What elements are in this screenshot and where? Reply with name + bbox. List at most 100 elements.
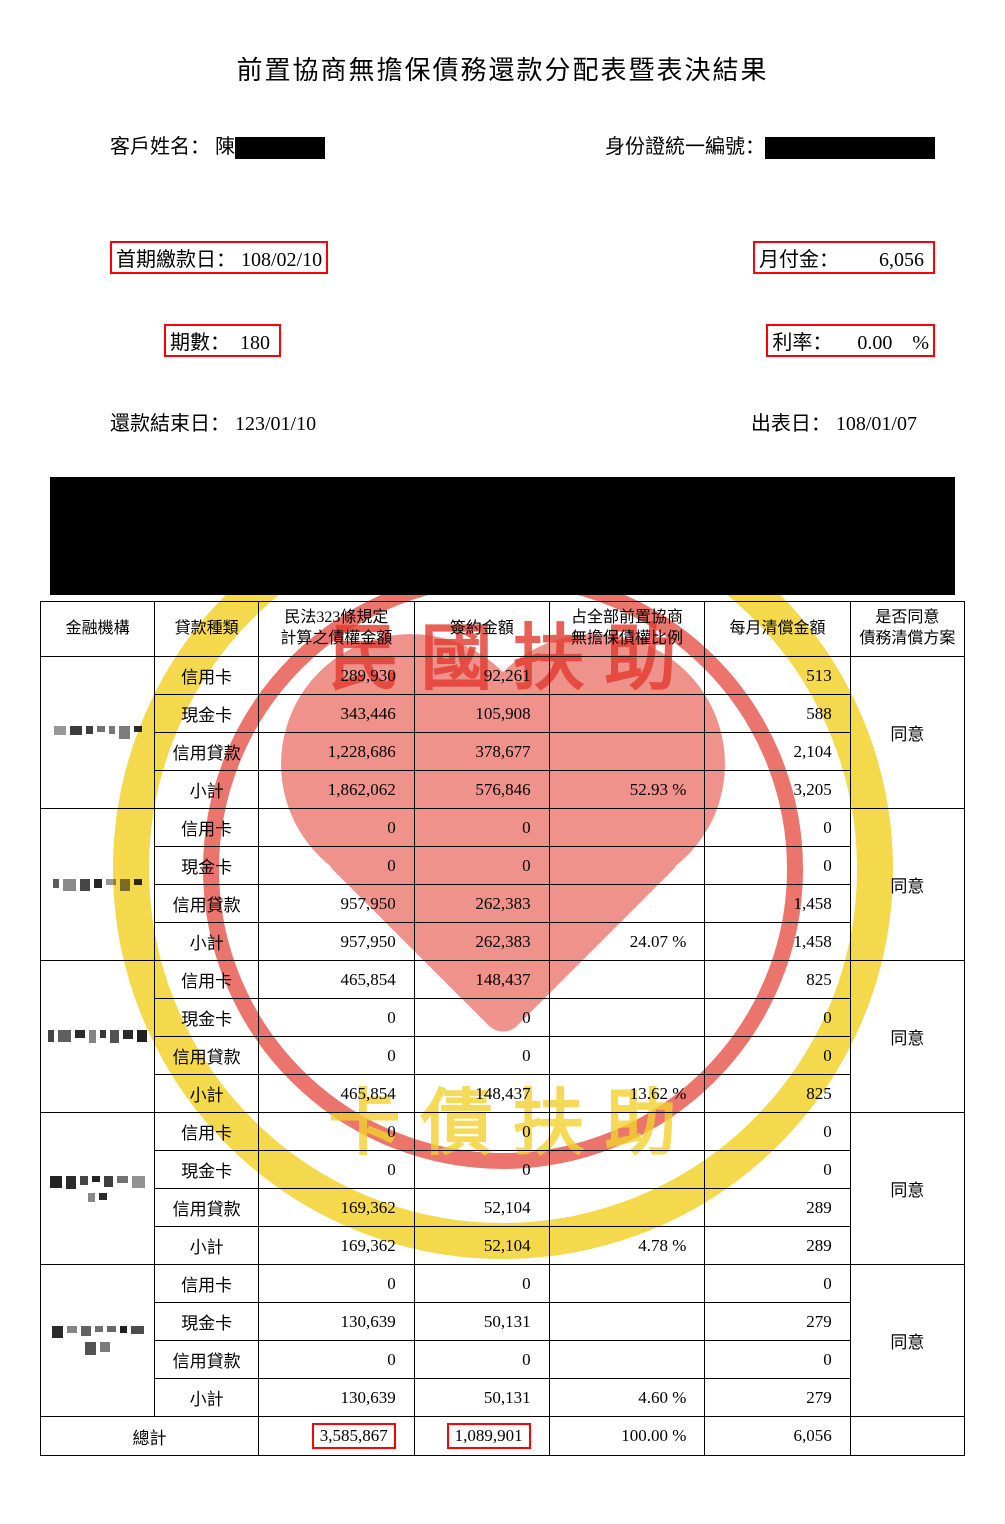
ratio-cell [549,1189,705,1227]
table-header-row: 金融機構 貸款種類 民法323條規定 計算之債權金額 簽約金額 占全部前置協商 … [41,602,965,657]
monthly-cell: 0 [705,1151,850,1189]
calc-amount-cell: 343,446 [259,695,415,733]
calc-amount-cell: 169,362 [259,1189,415,1227]
ratio-cell [549,961,705,999]
allocation-table: 金融機構 貸款種類 民法323條規定 計算之債權金額 簽約金額 占全部前置協商 … [40,601,965,1456]
interest-rate: 利率： 0.00 % [726,301,935,380]
table-row: 現金卡130,63950,131279 [41,1303,965,1341]
table-row: 信用貸款957,950262,3831,458 [41,885,965,923]
ratio-cell [549,1151,705,1189]
ratio-cell [549,999,705,1037]
table-row: 現金卡000 [41,999,965,1037]
calc-amount-cell: 130,639 [259,1303,415,1341]
loan-type-cell: 信用卡 [155,657,259,695]
page-title: 前置協商無擔保債務還款分配表暨表決結果 [40,50,965,87]
agree-cell: 同意 [850,809,964,961]
monthly-cell: 0 [705,1341,850,1379]
contract-amount-cell: 148,437 [414,1075,549,1113]
monthly-cell: 825 [705,961,850,999]
ratio-cell: 13.62 % [549,1075,705,1113]
calc-amount-cell: 0 [259,1151,415,1189]
monthly-cell: 825 [705,1075,850,1113]
agree-cell: 同意 [850,1265,964,1417]
th-institution: 金融機構 [41,602,155,657]
first-payment-date: 首期繳款日： 108/02/10 [70,218,328,297]
redacted-name [235,137,325,159]
loan-type-cell: 現金卡 [155,1151,259,1189]
table-row: 信用卡000同意 [41,1265,965,1303]
monthly-cell: 0 [705,1113,850,1151]
report-date: 出表日： 108/01/07 [711,384,935,459]
monthly-cell: 0 [705,1037,850,1075]
ratio-cell [549,1341,705,1379]
monthly-cell: 1,458 [705,885,850,923]
ratio-cell: 4.60 % [549,1379,705,1417]
table-row: 小計169,36252,1044.78 %289 [41,1227,965,1265]
loan-type-cell: 現金卡 [155,1303,259,1341]
th-calc-amount: 民法323條規定 計算之債權金額 [259,602,415,657]
table-row: 信用卡289,93092,261513同意 [41,657,965,695]
calc-amount-cell: 0 [259,1265,415,1303]
loan-type-cell: 信用貸款 [155,1189,259,1227]
loan-type-cell: 小計 [155,771,259,809]
monthly-cell: 0 [705,999,850,1037]
table-row: 信用卡465,854148,437825同意 [41,961,965,999]
total-row: 總計3,585,8671,089,901100.00 %6,056 [41,1417,965,1456]
calc-amount-cell: 0 [259,809,415,847]
monthly-cell: 289 [705,1189,850,1227]
calc-amount-cell: 289,930 [259,657,415,695]
ratio-cell [549,1303,705,1341]
agree-cell: 同意 [850,657,964,809]
ratio-cell [549,847,705,885]
monthly-cell: 1,458 [705,923,850,961]
monthly-payment: 月付金： 6,056 [713,218,935,297]
loan-type-cell: 信用貸款 [155,1037,259,1075]
loan-type-cell: 小計 [155,923,259,961]
th-ratio: 占全部前置協商 無擔保債權比例 [549,602,705,657]
loan-type-cell: 現金卡 [155,999,259,1037]
table-row: 信用貸款000 [41,1037,965,1075]
total-contract: 1,089,901 [414,1417,549,1456]
loan-type-cell: 信用卡 [155,1113,259,1151]
contract-amount-cell: 148,437 [414,961,549,999]
loan-type-cell: 信用卡 [155,1265,259,1303]
redacted-block [50,477,955,595]
contract-amount-cell: 0 [414,1113,549,1151]
contract-amount-cell: 0 [414,999,549,1037]
total-agree [850,1417,964,1456]
contract-amount-cell: 52,104 [414,1227,549,1265]
total-calc: 3,585,867 [259,1417,415,1456]
loan-type-cell: 現金卡 [155,847,259,885]
monthly-cell: 0 [705,847,850,885]
end-date: 還款結束日： 123/01/10 [70,384,316,459]
monthly-cell: 279 [705,1379,850,1417]
contract-amount-cell: 0 [414,1151,549,1189]
calc-amount-cell: 0 [259,999,415,1037]
th-loan-type: 貸款種類 [155,602,259,657]
ratio-cell [549,809,705,847]
monthly-cell: 513 [705,657,850,695]
contract-amount-cell: 105,908 [414,695,549,733]
contract-amount-cell: 50,131 [414,1303,549,1341]
loan-type-cell: 小計 [155,1227,259,1265]
table-row: 小計465,854148,43713.62 %825 [41,1075,965,1113]
th-agree: 是否同意 債務清償方案 [850,602,964,657]
institution-cell [41,961,155,1113]
calc-amount-cell: 169,362 [259,1227,415,1265]
loan-type-cell: 信用卡 [155,961,259,999]
loan-type-cell: 信用貸款 [155,885,259,923]
ratio-cell: 52.93 % [549,771,705,809]
monthly-cell: 289 [705,1227,850,1265]
contract-amount-cell: 262,383 [414,923,549,961]
loan-type-cell: 現金卡 [155,695,259,733]
monthly-cell: 0 [705,809,850,847]
monthly-cell: 0 [705,1265,850,1303]
table-row: 信用貸款169,36252,104 289 [41,1189,965,1227]
agree-cell: 同意 [850,961,964,1113]
loan-type-cell: 信用卡 [155,809,259,847]
contract-amount-cell: 52,104 [414,1189,549,1227]
contract-amount-cell: 576,846 [414,771,549,809]
total-label: 總計 [41,1417,259,1456]
contract-amount-cell: 0 [414,847,549,885]
table-row: 小計957,950262,38324.07 %1,458 [41,923,965,961]
